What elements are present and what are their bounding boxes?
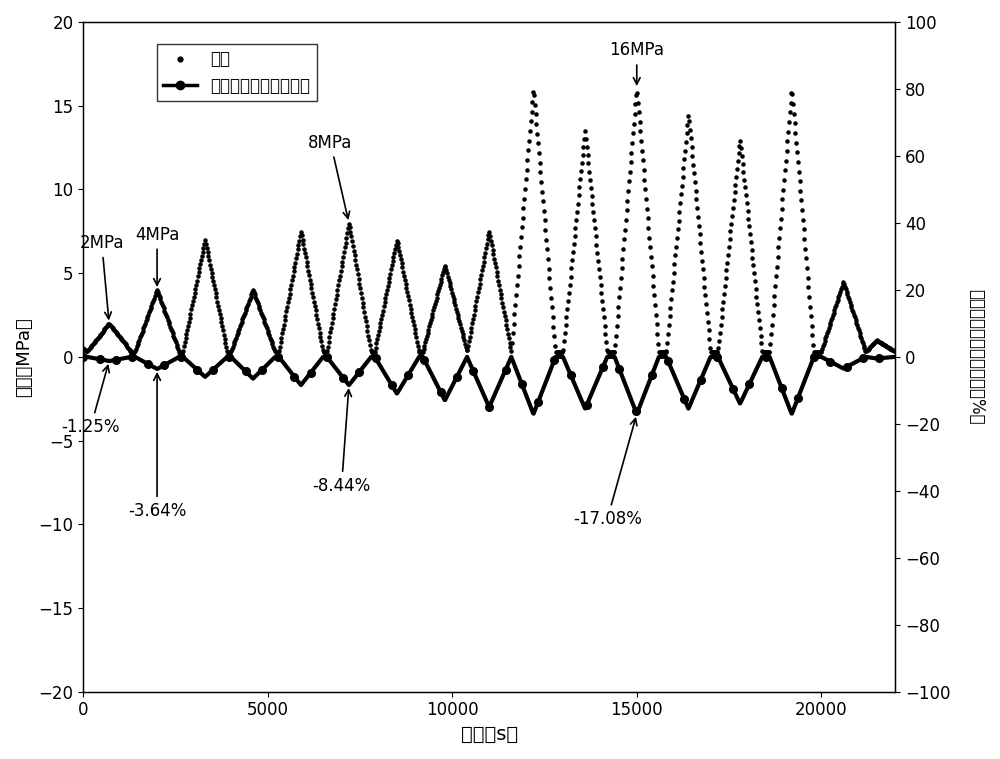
- 受压过程中电阱变化率: [866, 353, 878, 362]
- Legend: 应力, 受压过程中电阱变化率: 应力, 受压过程中电阱变化率: [157, 44, 317, 102]
- Text: 8MPa: 8MPa: [308, 134, 353, 219]
- 应力: [389, 246, 401, 255]
- Y-axis label: 受压过程中电阱变化率（%）: 受压过程中电阱变化率（%）: [967, 289, 985, 425]
- Text: -8.44%: -8.44%: [312, 390, 371, 495]
- Line: 受压过程中电阱变化率: 受压过程中电阱变化率: [83, 357, 895, 414]
- Text: -3.64%: -3.64%: [128, 373, 186, 520]
- 受压过程中电阱变化率: [472, 377, 484, 386]
- 应力: [424, 319, 436, 328]
- 应力: [527, 85, 539, 94]
- 应力: [170, 339, 182, 348]
- 受压过程中电阱变化率: [889, 352, 901, 361]
- 受压过程中电阱变化率: [119, 354, 131, 363]
- Text: 4MPa: 4MPa: [135, 225, 179, 285]
- 应力: [125, 348, 137, 357]
- 受压过程中电阱变化率: [631, 409, 643, 418]
- Line: 应力: 应力: [80, 86, 898, 355]
- 受压过程中电阱变化率: [866, 353, 878, 362]
- 受压过程中电阱变化率: [77, 352, 89, 361]
- 受压过程中电阱变化率: [450, 373, 462, 383]
- 应力: [77, 344, 89, 353]
- X-axis label: 时间（s）: 时间（s）: [461, 725, 518, 744]
- Y-axis label: 应力（MPa）: 应力（MPa）: [15, 317, 33, 397]
- 应力: [874, 338, 886, 347]
- 受压过程中电阱变化率: [717, 363, 729, 372]
- Text: 16MPa: 16MPa: [609, 42, 664, 84]
- 应力: [218, 332, 230, 342]
- 应力: [889, 348, 901, 357]
- 应力: [786, 90, 798, 99]
- Text: 2MPa: 2MPa: [79, 234, 124, 319]
- Text: -17.08%: -17.08%: [573, 418, 642, 528]
- Text: -1.25%: -1.25%: [61, 366, 120, 436]
